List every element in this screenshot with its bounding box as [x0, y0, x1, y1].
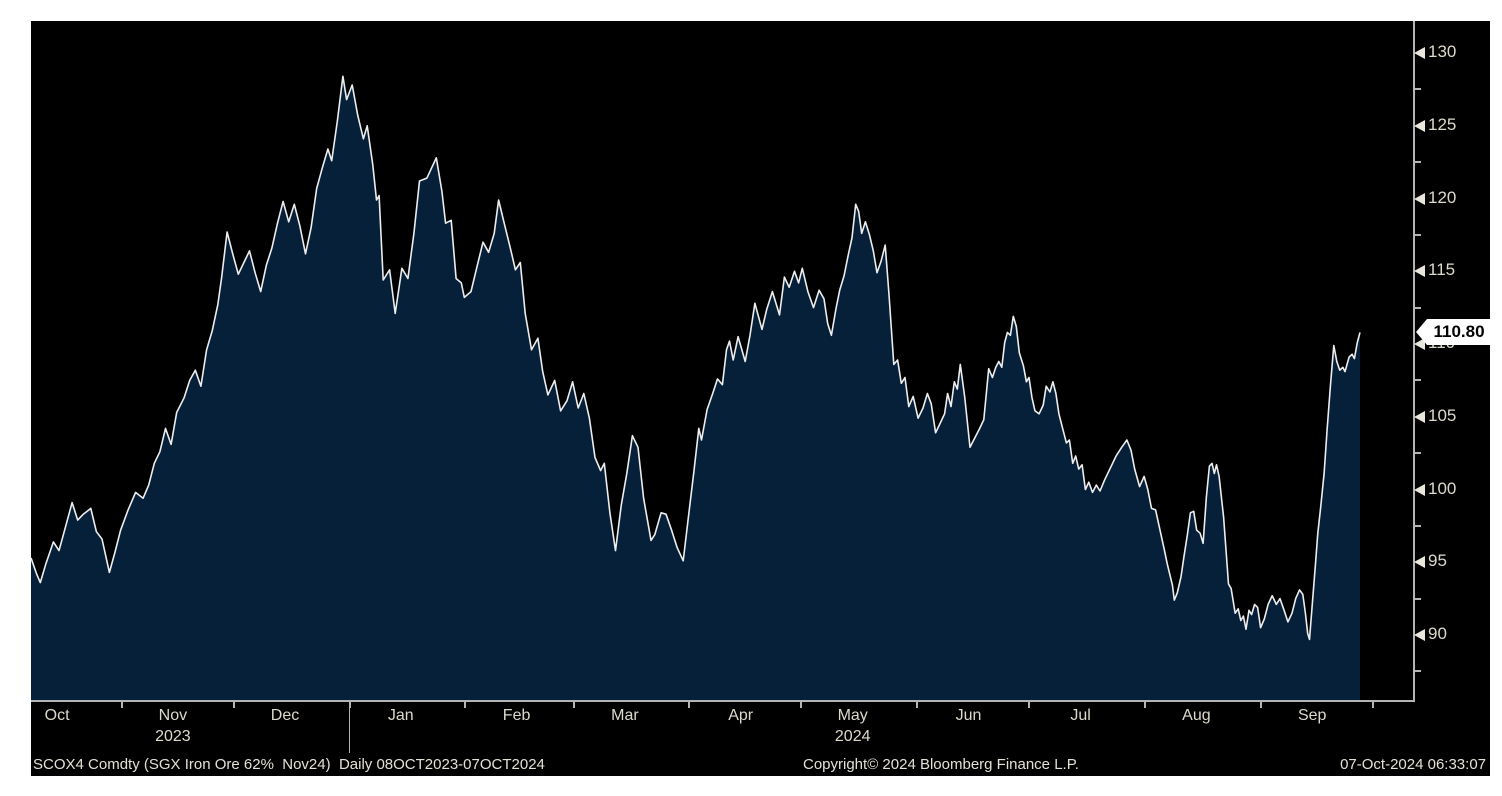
y-minor-tick	[1413, 306, 1421, 309]
chart-footer: SCOX4 Comdty (SGX Iron Ore 62% Nov24) Da…	[31, 754, 1490, 776]
tick-arrow-icon	[1414, 47, 1425, 59]
y-minor-tick	[1413, 233, 1421, 236]
y-minor-tick	[1413, 161, 1421, 164]
last-price-tag: 110.80	[1416, 319, 1494, 346]
tick-arrow-icon	[1414, 556, 1425, 569]
x-month-tick	[1259, 702, 1262, 708]
tick-arrow-icon	[1414, 119, 1425, 132]
chart-panel: 1301251201151101051009590 OctNovDecJanFe…	[31, 21, 1494, 776]
x-month-tick	[1144, 702, 1147, 708]
y-tick-label: 120	[1428, 187, 1457, 207]
x-month-label: Jul	[1070, 707, 1091, 724]
x-month-tick	[348, 702, 351, 708]
tick-arrow-icon	[1414, 629, 1425, 641]
year-separator-line	[348, 700, 350, 753]
x-month-tick	[1028, 702, 1031, 708]
price-area-fill	[31, 76, 1360, 700]
last-price-value: 110.80	[1427, 319, 1494, 346]
price-line	[31, 75, 1361, 641]
x-month-label: Aug	[1182, 707, 1211, 724]
price-tag-arrow-icon	[1416, 319, 1427, 346]
x-month-label: Mar	[611, 707, 639, 724]
tick-arrow-icon	[1414, 483, 1425, 496]
y-axis-line	[1413, 21, 1415, 701]
x-year-label: 2024	[834, 728, 871, 745]
y-minor-tick	[1413, 670, 1421, 673]
y-tick-label: 100	[1428, 478, 1457, 498]
x-month-label: Jan	[387, 707, 414, 724]
x-month-tick	[572, 702, 575, 708]
timestamp: 07-Oct-2024 06:33:07	[1340, 756, 1486, 773]
y-minor-tick	[1413, 524, 1421, 527]
x-month-label: Dec	[270, 707, 300, 724]
y-tick-label: 130	[1428, 42, 1457, 61]
y-tick-label: 125	[1428, 114, 1457, 134]
x-month-tick	[232, 702, 235, 708]
copyright-text: Copyright© 2024 Bloomberg Finance L.P.	[803, 756, 1079, 773]
x-month-tick	[120, 702, 123, 708]
x-month-label: Oct	[44, 707, 70, 724]
price-area-chart[interactable]	[31, 21, 1413, 700]
x-month-tick	[916, 702, 919, 708]
x-month-label: Nov	[158, 707, 188, 724]
y-tick-label: 105	[1428, 405, 1457, 425]
x-month-label: Feb	[502, 707, 531, 724]
x-month-label: Apr	[728, 707, 754, 724]
y-minor-tick	[1413, 597, 1421, 600]
y-tick-label: 115	[1428, 260, 1456, 280]
tick-arrow-icon	[1414, 265, 1425, 278]
x-month-label: Sep	[1297, 707, 1327, 724]
y-tick-label: 95	[1428, 551, 1447, 571]
tick-arrow-icon	[1414, 192, 1425, 205]
x-month-label: May	[837, 707, 868, 724]
x-month-tick	[464, 702, 467, 708]
x-month-tick	[1371, 702, 1374, 708]
y-minor-tick	[1413, 379, 1421, 382]
y-tick-label: 90	[1428, 624, 1447, 643]
y-minor-tick	[1413, 88, 1421, 91]
y-minor-tick	[1413, 452, 1421, 455]
tick-arrow-icon	[1414, 410, 1425, 423]
x-month-tick	[800, 702, 803, 708]
x-year-label: 2023	[155, 728, 191, 745]
x-month-tick	[688, 702, 691, 708]
x-axis-line	[31, 700, 1415, 702]
x-month-label: Jun	[955, 707, 982, 724]
security-description: SCOX4 Comdty (SGX Iron Ore 62% Nov24) Da…	[33, 756, 545, 773]
